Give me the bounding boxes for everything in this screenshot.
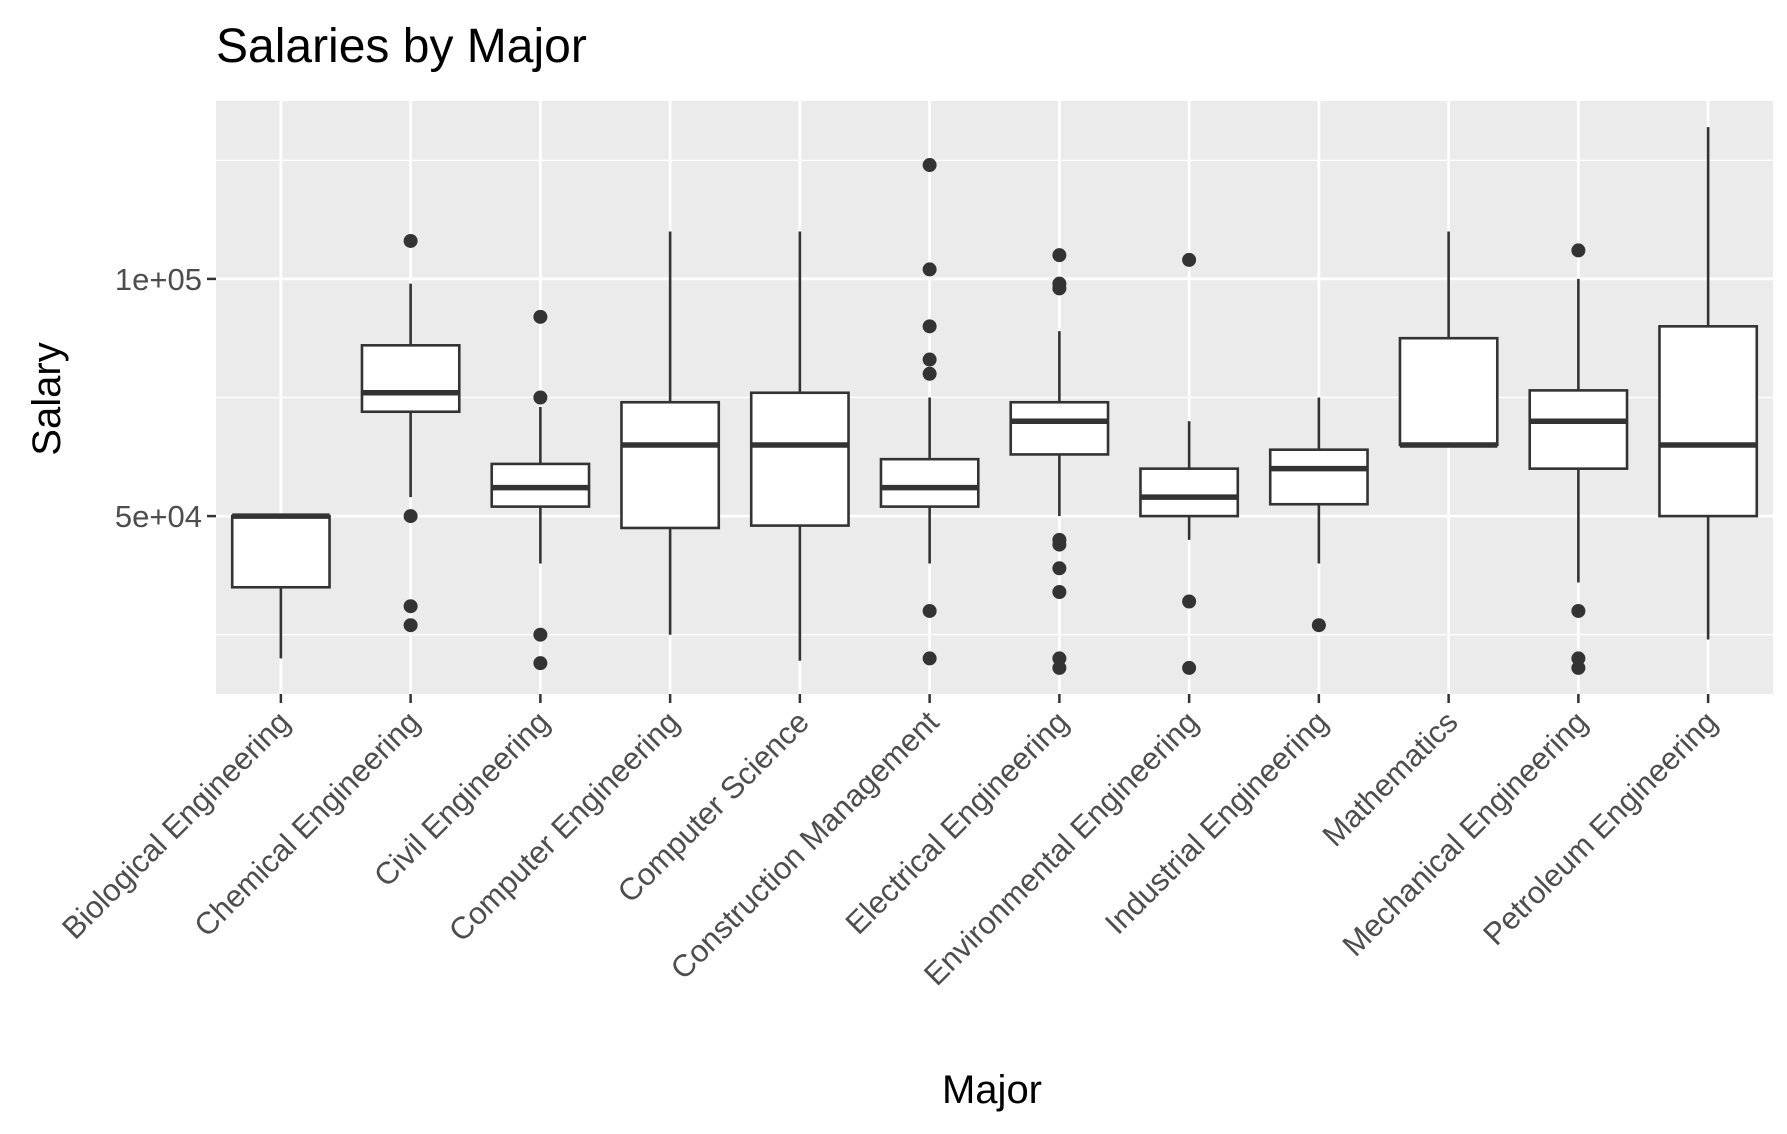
outlier-point <box>1571 603 1586 618</box>
outlier-point <box>1571 660 1586 675</box>
outlier-point <box>533 309 548 324</box>
box-group <box>879 158 980 666</box>
x-tick-label: Mechanical Engineering <box>1336 704 1595 963</box>
box-group <box>1528 243 1629 675</box>
outlier-point <box>922 319 937 334</box>
outlier-point <box>403 618 418 633</box>
outlier-point <box>1182 594 1197 609</box>
x-tick-label: Environmental Engineering <box>917 704 1205 992</box>
box-group <box>1398 231 1499 448</box>
y-tick-label: 1e+05 <box>115 262 202 297</box>
x-tick-label: Petroleum Engineering <box>1476 704 1724 952</box>
y-tick-label: 5e+04 <box>115 499 202 534</box>
outlier-point <box>1571 243 1586 258</box>
box-group <box>1658 127 1759 640</box>
outlier-point <box>1052 585 1067 600</box>
outlier-point <box>922 651 937 666</box>
outlier-point <box>1182 660 1197 675</box>
outlier-point <box>922 262 937 277</box>
outlier-point <box>1052 248 1067 263</box>
iqr-box <box>879 457 980 508</box>
x-tick-label: Industrial Engineering <box>1098 704 1335 941</box>
outlier-point <box>1052 660 1067 675</box>
box-group <box>490 309 591 671</box>
box-group <box>360 233 461 633</box>
box-group <box>1268 397 1369 633</box>
outlier-point <box>1182 252 1197 267</box>
x-tick-label: Chemical Engineering <box>187 704 426 943</box>
iqr-box <box>230 514 331 589</box>
y-axis-title: Salary <box>25 342 69 455</box>
outlier-point <box>533 390 548 405</box>
iqr-box <box>620 400 721 530</box>
outlier-point <box>1052 537 1067 552</box>
iqr-box <box>1658 325 1759 518</box>
x-tick-label: Biological Engineering <box>55 704 297 946</box>
iqr-box <box>1268 448 1369 506</box>
outlier-point <box>403 599 418 614</box>
iqr-box <box>1398 336 1499 447</box>
outlier-point <box>922 366 937 381</box>
y-axis: 5e+04 1e+05 <box>115 262 216 534</box>
iqr-box <box>1528 389 1629 470</box>
x-axis-title: Major <box>942 1068 1042 1112</box>
box-group <box>230 513 331 659</box>
box-group <box>749 231 850 661</box>
box-group <box>620 231 721 635</box>
outlier-point <box>403 509 418 524</box>
chart-title: Salaries by Major <box>216 20 587 73</box>
box-group <box>1139 252 1240 675</box>
outlier-point <box>922 603 937 618</box>
outlier-point <box>1052 561 1067 576</box>
box-group <box>1009 248 1110 675</box>
outlier-point <box>533 627 548 642</box>
boxes <box>230 127 1759 675</box>
x-tick-label: Computer Engineering <box>442 704 686 948</box>
x-tick-label: Electrical Engineering <box>839 704 1076 941</box>
outlier-point <box>1052 281 1067 296</box>
iqr-box <box>360 344 461 414</box>
iqr-box <box>749 391 850 527</box>
outlier-point <box>922 352 937 367</box>
outlier-point <box>533 656 548 671</box>
outlier-point <box>922 158 937 173</box>
iqr-box <box>1139 467 1240 518</box>
iqr-box <box>1009 400 1110 456</box>
outlier-point <box>1311 618 1326 633</box>
x-tick-label: Construction Management <box>664 704 946 986</box>
outlier-point <box>403 233 418 248</box>
